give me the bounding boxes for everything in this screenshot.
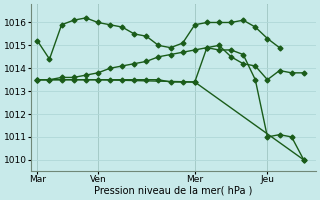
X-axis label: Pression niveau de la mer( hPa ): Pression niveau de la mer( hPa ) xyxy=(94,186,253,196)
